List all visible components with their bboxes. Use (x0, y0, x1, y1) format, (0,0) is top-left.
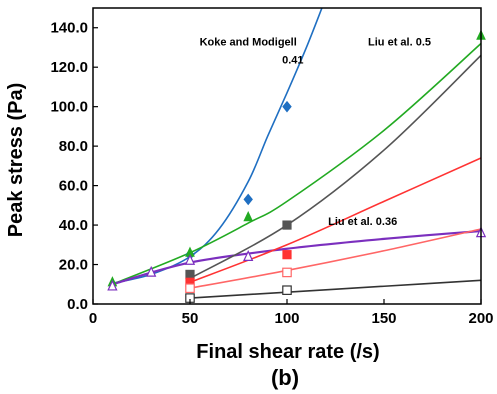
y-tick-label: 0.0 (67, 296, 88, 313)
y-tick-label: 60.0 (59, 178, 88, 195)
annotations-layer: Koke and Modigell 0.41 Liu et al. 0.5 Liu e… (200, 36, 431, 228)
annotation: Koke and Modigell (200, 36, 297, 48)
series-curve (189, 157, 481, 284)
data-point (282, 220, 292, 230)
y-tick-label: 20.0 (59, 257, 88, 274)
annotation: Liu et al. 0.36 (328, 216, 397, 228)
annotation: 0.41 (282, 54, 303, 66)
annotation: Liu et al. 0.5 (368, 36, 431, 48)
x-tick-label: 150 (371, 310, 396, 327)
curves-layer (112, 8, 481, 299)
x-tick-label: 50 (182, 310, 199, 327)
data-point (185, 269, 195, 280)
y-tick-label: 140.0 (50, 20, 88, 37)
series-curve (189, 279, 481, 299)
y-tick-label: 120.0 (50, 59, 88, 76)
data-point (282, 250, 292, 260)
y-tick-label: 80.0 (59, 138, 88, 155)
y-tick-label: 40.0 (59, 217, 88, 234)
markers-layer (107, 29, 487, 303)
series-curve (112, 229, 481, 286)
data-point (282, 267, 292, 278)
series-curve (189, 228, 481, 289)
series-curve (112, 8, 323, 285)
data-point (185, 283, 195, 294)
y-tick-label: 100.0 (50, 99, 88, 116)
plot-frame (92, 7, 482, 305)
data-point (243, 193, 253, 206)
x-tick-label: 0 (89, 310, 97, 327)
ticks-layer: 0 50 100 150 200 0.0 20.0 40.0 60.0 80.0 100.0 120.… (50, 20, 493, 327)
panel-label: (b) (271, 365, 299, 390)
series-curve (189, 54, 481, 280)
data-point (243, 211, 254, 222)
y-axis-label: Peak stress (Pa) (5, 83, 27, 238)
series-curve (112, 42, 481, 286)
data-point (243, 250, 254, 261)
data-point (282, 100, 292, 113)
data-point (184, 253, 196, 265)
data-point (282, 285, 292, 295)
data-point (107, 279, 118, 291)
data-point (146, 265, 157, 277)
x-tick-label: 200 (468, 310, 493, 327)
x-tick-label: 100 (274, 310, 299, 327)
x-axis-label: Final shear rate (/s) (196, 341, 379, 363)
